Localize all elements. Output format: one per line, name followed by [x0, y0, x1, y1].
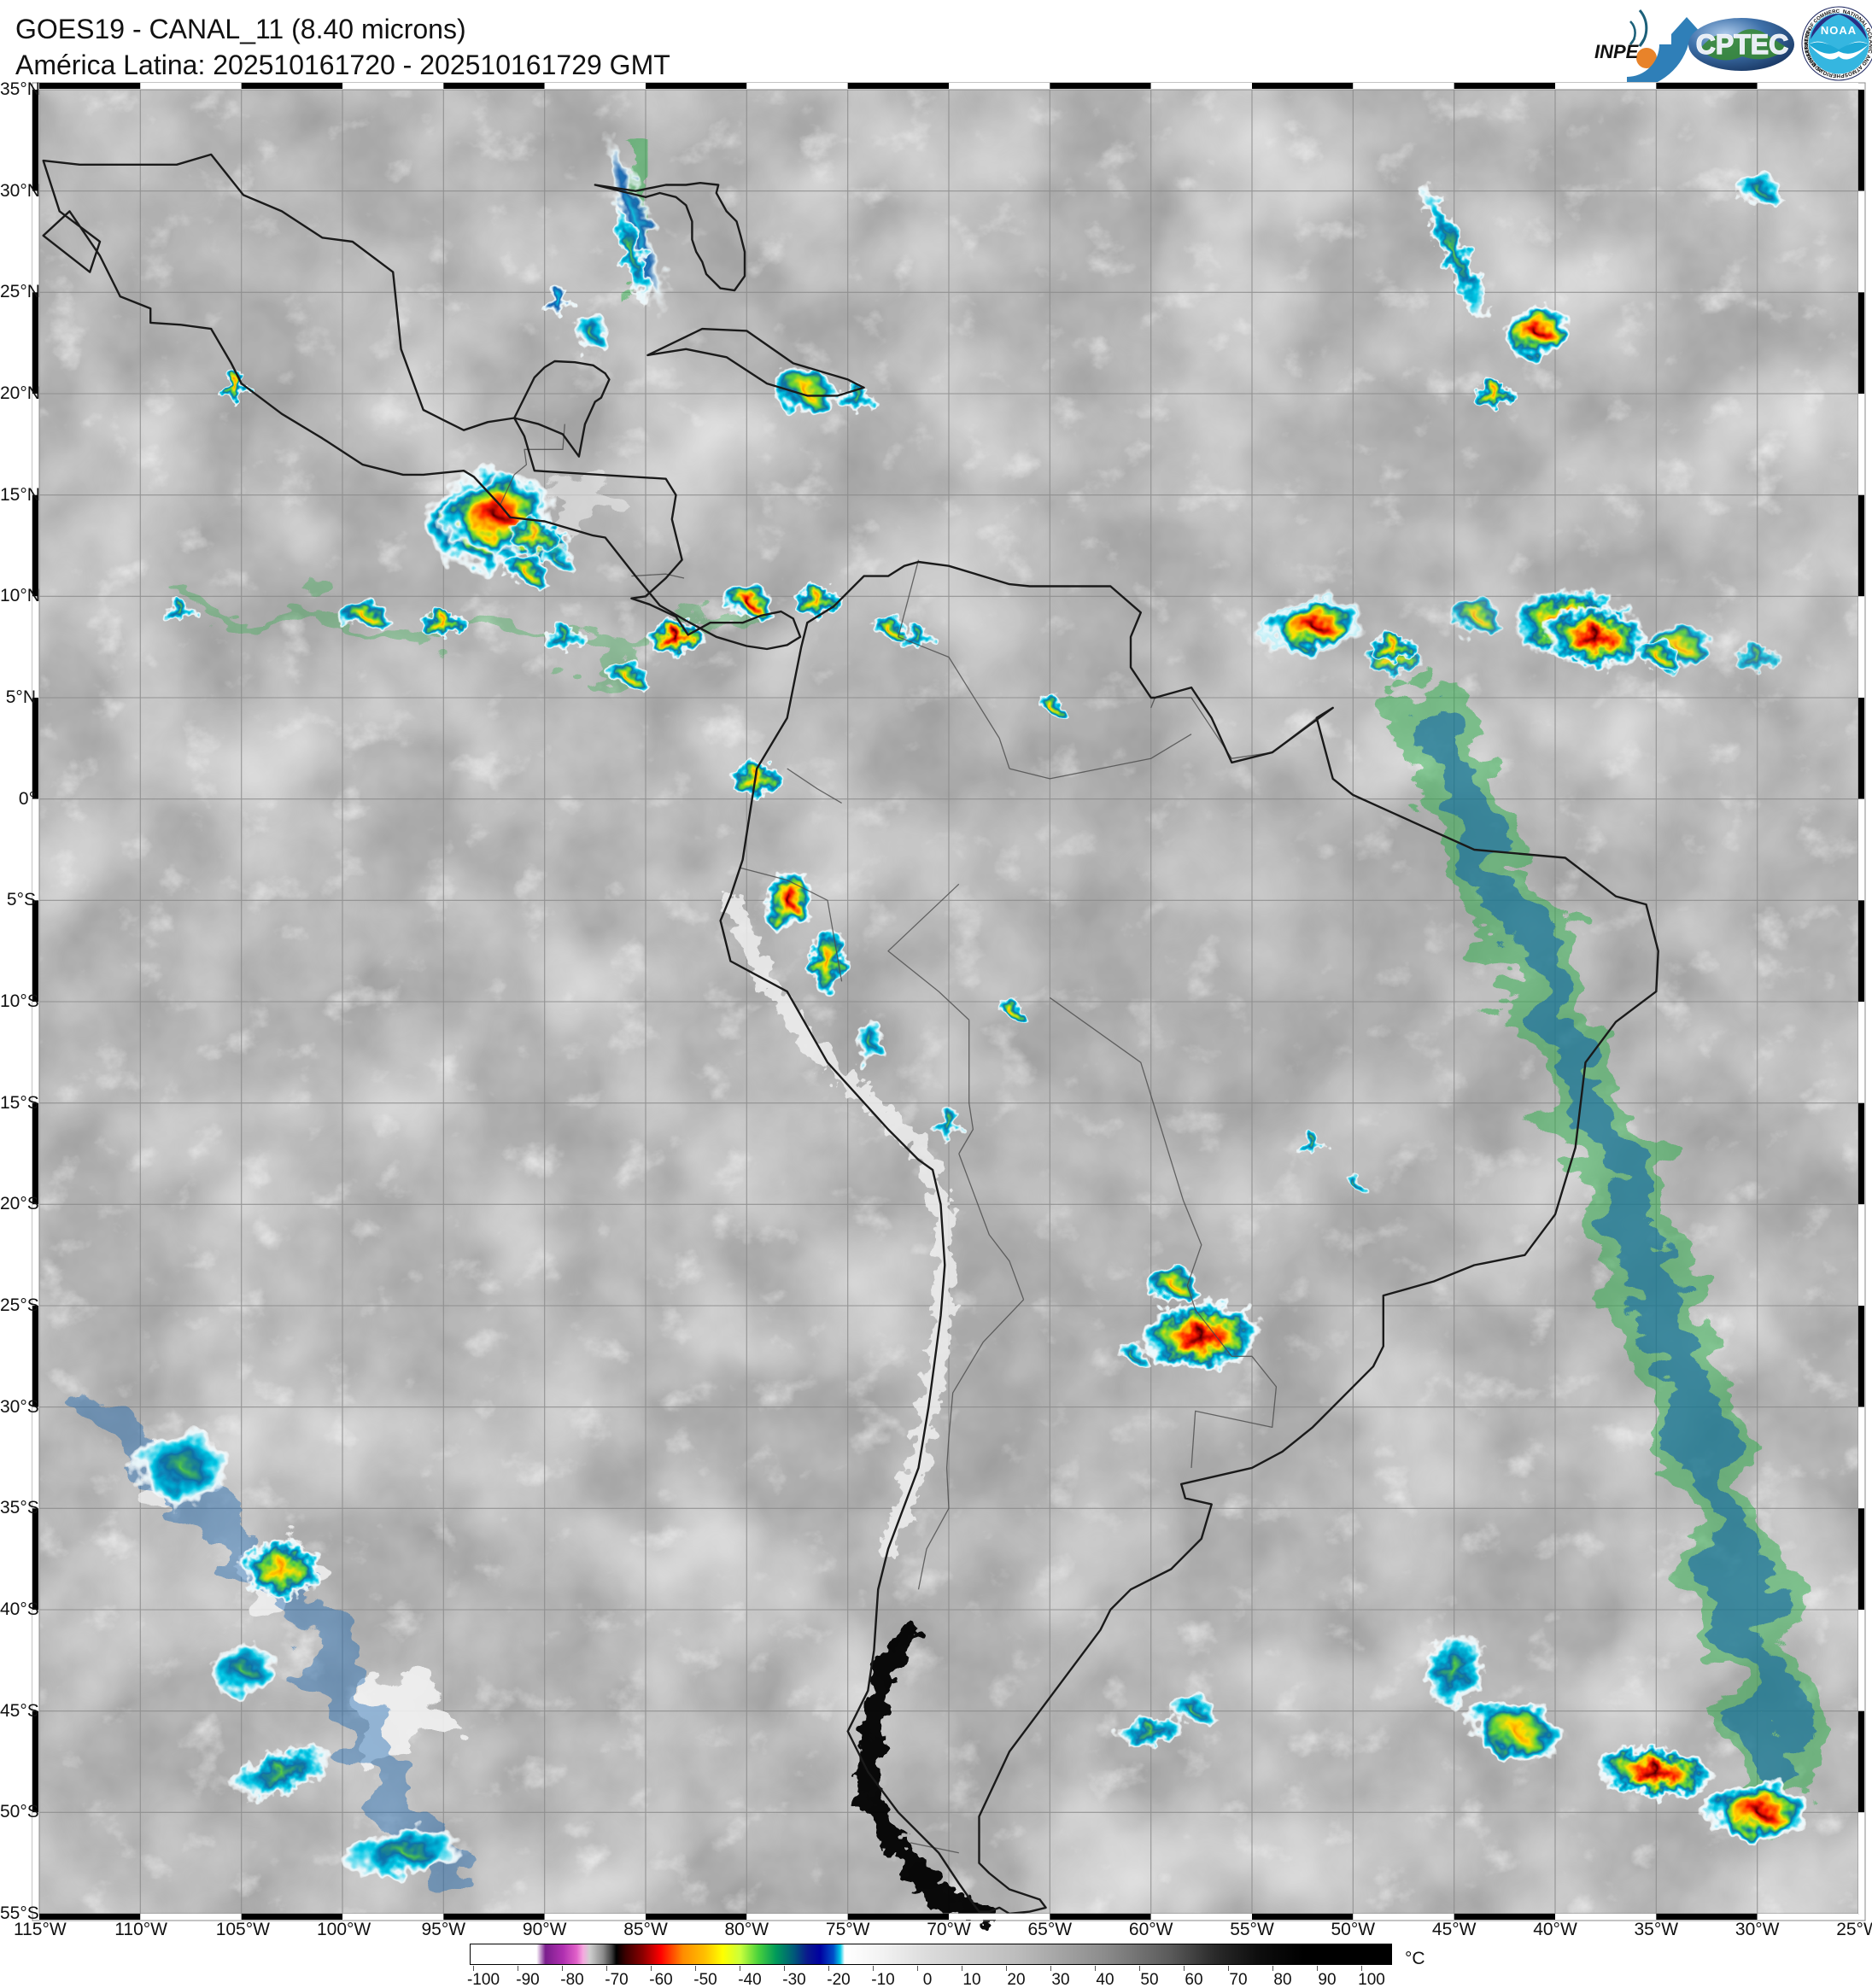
svg-text:CPTEC: CPTEC — [1696, 29, 1788, 60]
svg-text:INPE: INPE — [1594, 41, 1640, 62]
svg-text:NOAA: NOAA — [1821, 24, 1857, 37]
